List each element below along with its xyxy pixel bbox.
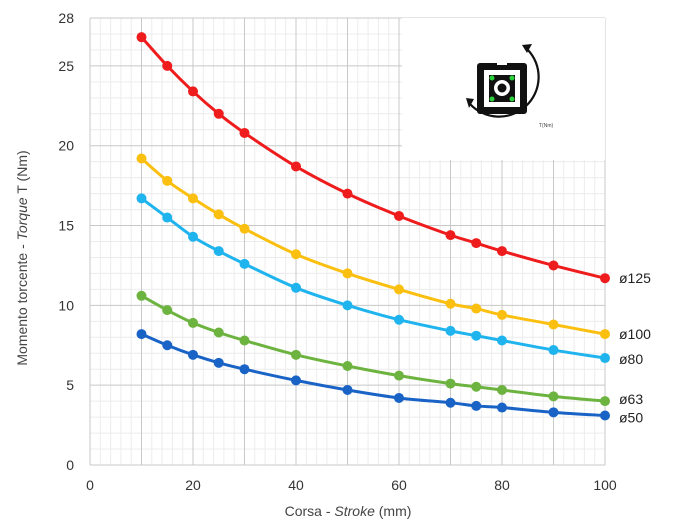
x-tick-label: 40 (288, 477, 304, 493)
data-point (445, 325, 456, 336)
x-tick-label: 0 (86, 477, 94, 493)
data-point (600, 396, 610, 407)
inset-caption: T(Nm) (539, 123, 553, 129)
data-point (471, 303, 482, 314)
y-tick-labels: 0 5 10 15 20 25 28 (58, 10, 74, 473)
series-labels: ø125 ø100 ø80 ø63 ø50 (619, 270, 651, 425)
data-point (188, 317, 198, 328)
y-tick-label: 10 (58, 297, 74, 313)
data-point (291, 349, 301, 360)
data-point (239, 364, 250, 375)
data-point (291, 249, 301, 260)
data-point (188, 86, 198, 97)
data-point (239, 258, 250, 269)
data-point (136, 193, 147, 204)
data-point (239, 127, 250, 138)
data-point (291, 375, 301, 386)
series-label: ø100 (619, 326, 651, 342)
data-point (213, 327, 224, 338)
data-point (497, 335, 507, 346)
data-point (342, 361, 353, 372)
data-point (445, 397, 456, 408)
series-label: ø80 (619, 351, 643, 367)
data-point (548, 407, 559, 418)
data-point (136, 290, 147, 301)
data-point (394, 370, 404, 381)
data-point (600, 273, 610, 284)
minor-grid (90, 18, 605, 465)
x-tick-label: 100 (593, 477, 617, 493)
data-point (188, 349, 198, 360)
data-point (239, 335, 250, 346)
data-point (213, 209, 224, 220)
data-point (600, 410, 610, 421)
series-label: ø63 (619, 391, 643, 407)
y-tick-label: 28 (58, 10, 74, 26)
data-point (394, 314, 404, 325)
series-line (140, 196, 607, 360)
data-point (188, 231, 198, 242)
data-point (445, 230, 456, 241)
data-point (471, 330, 482, 341)
data-point (497, 402, 507, 413)
data-point (213, 357, 224, 368)
data-point (548, 260, 559, 271)
data-point (162, 60, 173, 71)
data-point (162, 340, 173, 351)
y-tick-label: 25 (58, 58, 74, 74)
data-point (548, 345, 559, 356)
data-point (445, 298, 456, 309)
data-point (342, 188, 353, 199)
data-point (136, 329, 147, 340)
data-point (471, 400, 482, 411)
x-axis-label: Corsa - Stroke (mm) (285, 503, 412, 519)
data-point (600, 329, 610, 340)
data-point (497, 246, 507, 257)
x-tick-label: 80 (494, 477, 510, 493)
data-point (342, 384, 353, 395)
data-point (291, 282, 301, 293)
series-points (136, 32, 610, 421)
data-point (394, 392, 404, 403)
y-tick-label: 20 (58, 138, 74, 154)
data-point (342, 268, 353, 279)
data-point (342, 300, 353, 311)
data-point (497, 309, 507, 320)
series-label: ø50 (619, 410, 643, 426)
data-point (548, 391, 559, 402)
data-point (445, 378, 456, 389)
data-point (239, 223, 250, 234)
data-point (162, 212, 173, 223)
data-point (213, 246, 224, 257)
data-point (213, 108, 224, 119)
y-tick-label: 0 (66, 457, 74, 473)
data-point (162, 175, 173, 186)
data-point (548, 319, 559, 330)
x-tick-label: 60 (391, 477, 407, 493)
data-point (162, 305, 173, 316)
data-point (291, 161, 301, 172)
data-point (394, 284, 404, 295)
x-tick-label: 20 (185, 477, 201, 493)
y-tick-label: 5 (66, 377, 74, 393)
data-point (497, 384, 507, 395)
data-point (136, 32, 147, 43)
series-label: ø125 (619, 270, 651, 286)
data-point (394, 210, 404, 221)
rotation-diagram-icon (466, 44, 540, 118)
y-axis-label: Momento torcente - Torque T (Nm) (14, 150, 30, 365)
y-tick-label: 15 (58, 218, 74, 234)
data-point (136, 153, 147, 164)
data-point (188, 193, 198, 204)
data-point (471, 381, 482, 392)
data-point (471, 238, 482, 249)
x-tick-labels: 0 20 40 60 80 100 (86, 477, 617, 493)
data-point (600, 353, 610, 364)
